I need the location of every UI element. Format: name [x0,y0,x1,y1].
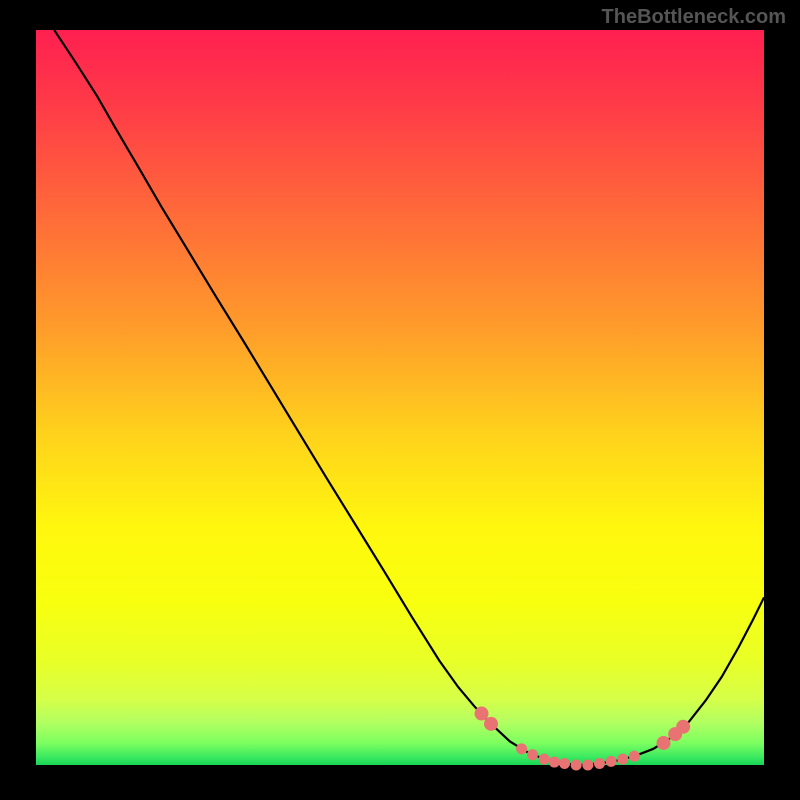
data-marker [676,720,690,734]
data-marker [539,754,550,765]
data-marker [516,743,527,754]
chart-svg [0,0,800,800]
watermark-text: TheBottleneck.com [602,6,786,29]
data-marker [617,754,628,765]
data-marker [484,717,498,731]
data-marker [629,751,640,762]
plot-background [36,30,764,765]
data-marker [475,707,489,721]
bottleneck-chart [0,0,800,800]
data-marker [582,760,593,771]
data-marker [549,757,560,768]
data-marker [606,756,617,767]
data-marker [559,758,570,769]
data-marker [657,736,671,750]
data-marker [527,749,538,760]
data-marker [594,758,605,769]
data-marker [571,760,582,771]
